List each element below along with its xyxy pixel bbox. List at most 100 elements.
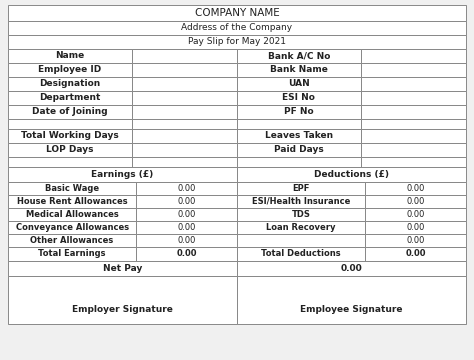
Text: Bank Name: Bank Name	[270, 66, 328, 75]
Bar	[237, 221, 365, 234]
Bar	[361, 157, 466, 167]
Bar	[361, 143, 466, 157]
Bar	[136, 221, 237, 234]
Bar	[237, 208, 365, 221]
Bar	[136, 234, 237, 247]
Bar	[237, 129, 361, 143]
Bar	[237, 195, 365, 208]
Text: Total Earnings: Total Earnings	[38, 249, 106, 258]
Text: House Rent Allowances: House Rent Allowances	[17, 197, 128, 206]
Text: Pay Slip for May 2021: Pay Slip for May 2021	[188, 37, 286, 46]
Text: Total Working Days: Total Working Days	[21, 131, 118, 140]
Bar	[361, 119, 466, 129]
Bar	[237, 234, 365, 247]
Bar	[237, 276, 466, 324]
Text: Employee Signature: Employee Signature	[300, 305, 403, 314]
Text: Date of Joining: Date of Joining	[32, 108, 108, 117]
Bar	[8, 208, 136, 221]
Text: Employee ID: Employee ID	[38, 66, 101, 75]
Bar	[8, 182, 136, 195]
Bar	[8, 221, 136, 234]
Bar	[365, 208, 466, 221]
Text: TDS: TDS	[292, 210, 310, 219]
Bar	[365, 247, 466, 261]
Text: 0.00: 0.00	[406, 210, 425, 219]
Bar	[8, 63, 132, 77]
Bar	[361, 63, 466, 77]
Bar	[8, 119, 132, 129]
Bar	[237, 49, 361, 63]
Text: 0.00: 0.00	[177, 210, 196, 219]
Text: EPF: EPF	[292, 184, 310, 193]
Bar	[132, 91, 237, 105]
Bar	[136, 208, 237, 221]
Bar	[132, 49, 237, 63]
Bar	[132, 77, 237, 91]
Bar	[237, 91, 361, 105]
Text: Employer Signature: Employer Signature	[72, 305, 173, 314]
Text: ESI No: ESI No	[283, 94, 315, 103]
Text: Name: Name	[55, 51, 84, 60]
Text: 0.00: 0.00	[177, 223, 196, 232]
Bar	[237, 247, 365, 261]
Text: Earnings (£): Earnings (£)	[91, 170, 154, 179]
Text: PF No: PF No	[284, 108, 314, 117]
Bar	[365, 182, 466, 195]
Bar	[365, 221, 466, 234]
Bar	[237, 119, 361, 129]
Bar	[361, 49, 466, 63]
Bar	[8, 21, 466, 35]
Bar	[365, 234, 466, 247]
Bar	[8, 77, 132, 91]
Bar	[237, 157, 361, 167]
Text: 0.00: 0.00	[406, 236, 425, 245]
Text: 0.00: 0.00	[405, 249, 426, 258]
Text: ESI/Health Insurance: ESI/Health Insurance	[252, 197, 350, 206]
Text: 0.00: 0.00	[176, 249, 197, 258]
Bar	[8, 143, 132, 157]
Bar	[365, 195, 466, 208]
Bar	[8, 49, 132, 63]
Bar	[237, 105, 361, 119]
Bar	[237, 182, 365, 195]
Bar	[8, 91, 132, 105]
Text: COMPANY NAME: COMPANY NAME	[195, 8, 279, 18]
Text: Other Allowances: Other Allowances	[30, 236, 114, 245]
Bar	[8, 105, 132, 119]
Text: Bank A/C No: Bank A/C No	[268, 51, 330, 60]
Text: Designation: Designation	[39, 80, 100, 89]
Bar	[8, 261, 237, 276]
Text: Net Pay: Net Pay	[103, 264, 142, 273]
Text: Conveyance Allowances: Conveyance Allowances	[16, 223, 128, 232]
Text: Deductions (£): Deductions (£)	[314, 170, 389, 179]
Text: LOP Days: LOP Days	[46, 145, 93, 154]
Bar	[361, 129, 466, 143]
Text: Basic Wage: Basic Wage	[45, 184, 99, 193]
Bar	[237, 261, 466, 276]
Bar	[8, 276, 237, 324]
Bar	[8, 234, 136, 247]
Bar	[8, 195, 136, 208]
Text: Leaves Taken: Leaves Taken	[265, 131, 333, 140]
Bar	[136, 182, 237, 195]
Bar	[8, 247, 136, 261]
Text: Address of the Company: Address of the Company	[182, 23, 292, 32]
Bar	[132, 105, 237, 119]
Bar	[361, 77, 466, 91]
Bar	[8, 5, 466, 21]
Text: 0.00: 0.00	[177, 236, 196, 245]
Text: 0.00: 0.00	[406, 184, 425, 193]
Bar	[237, 167, 466, 182]
Text: Medical Allowances: Medical Allowances	[26, 210, 119, 219]
Text: Department: Department	[39, 94, 100, 103]
Bar	[8, 157, 132, 167]
Bar	[136, 195, 237, 208]
Text: Paid Days: Paid Days	[274, 145, 324, 154]
Bar	[8, 129, 132, 143]
Bar	[132, 143, 237, 157]
Text: UAN: UAN	[288, 80, 310, 89]
Bar	[136, 247, 237, 261]
Bar	[8, 167, 237, 182]
Bar	[132, 119, 237, 129]
Text: Loan Recovery: Loan Recovery	[266, 223, 336, 232]
